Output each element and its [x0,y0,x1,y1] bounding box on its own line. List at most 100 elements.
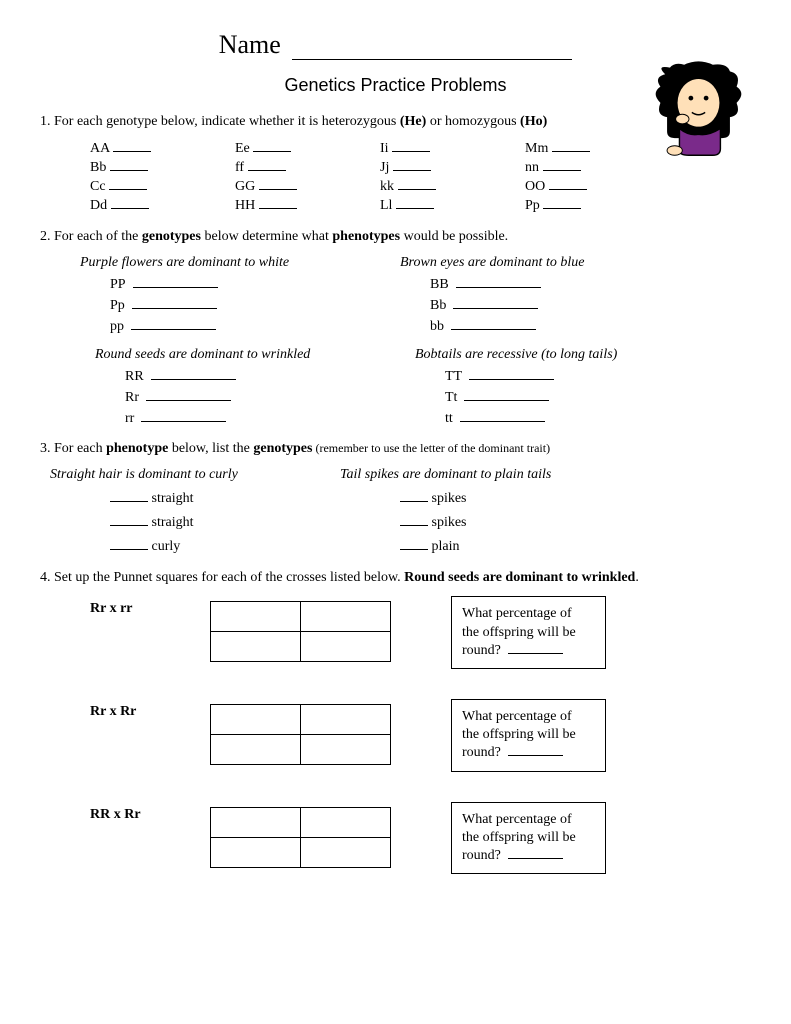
genotype-item: Jj [380,159,525,176]
genotype-item: OO [525,178,670,195]
q2-item: BB [430,274,720,295]
answer-blank[interactable] [113,140,151,152]
answer-blank[interactable] [508,642,563,654]
q2-heading: Bobtails are recessive (to long tails) [415,347,735,363]
genotype-item: nn [525,159,670,176]
question-4: 4. Set up the Punnet squares for each of… [40,570,751,874]
q2-column: Purple flowers are dominant to white PP P… [80,255,400,337]
q1-prompt: 1. For each genotype below, indicate whe… [40,114,751,130]
answer-blank[interactable] [453,297,538,309]
genotype-item: Ll [380,197,525,214]
q2-column: Brown eyes are dominant to blue BB Bb bb [400,255,720,337]
answer-blank[interactable] [508,847,563,859]
genotype-item: Cc [90,178,235,195]
answer-blank[interactable] [111,197,149,209]
answer-blank[interactable] [259,178,297,190]
answer-blank[interactable] [400,538,428,550]
q4-crosses-container: Rr x rr What percentage of the offspring… [40,596,751,874]
answer-blank[interactable] [543,197,581,209]
q2-item: bb [430,316,720,337]
q3-heading: Tail spikes are dominant to plain tails [340,467,640,483]
answer-blank[interactable] [248,159,286,171]
answer-blank[interactable] [110,538,148,550]
answer-blank[interactable] [543,159,581,171]
answer-blank[interactable] [110,514,148,526]
genotype-item: kk [380,178,525,195]
q2-item: pp [110,316,400,337]
question-2: 2. For each of the genotypes below deter… [40,229,751,429]
q3-item: curly [110,535,340,559]
q2-item: tt [445,408,735,429]
answer-blank[interactable] [400,514,428,526]
q4-prompt: 4. Set up the Punnet squares for each of… [40,570,751,586]
answer-blank[interactable] [393,159,431,171]
answer-blank[interactable] [110,490,148,502]
answer-blank[interactable] [398,178,436,190]
answer-blank[interactable] [151,368,236,380]
punnett-square[interactable] [210,807,391,868]
answer-blank[interactable] [396,197,434,209]
answer-blank[interactable] [400,490,428,502]
cross-label: Rr x Rr [40,699,210,720]
answer-blank[interactable] [259,197,297,209]
q2-item: Tt [445,387,735,408]
genotype-item: Pp [525,197,670,214]
answer-blank[interactable] [460,410,545,422]
q2-heading: Brown eyes are dominant to blue [400,255,720,271]
q2-heading: Round seeds are dominant to wrinkled [95,347,415,363]
name-label: Name [219,30,281,59]
q2-prompt: 2. For each of the genotypes below deter… [40,229,751,245]
cross-label: RR x Rr [40,802,210,823]
answer-blank[interactable] [552,140,590,152]
q2-item: Pp [110,295,400,316]
punnett-square[interactable] [210,601,391,662]
q2-item: TT [445,366,735,387]
answer-blank[interactable] [133,276,218,288]
answer-blank[interactable] [469,368,554,380]
punnett-square[interactable] [210,704,391,765]
worksheet-title: Genetics Practice Problems [40,75,751,96]
name-blank[interactable] [292,40,572,60]
q3-column: Tail spikes are dominant to plain tails … [340,467,640,558]
answer-blank[interactable] [253,140,291,152]
answer-blank[interactable] [508,744,563,756]
genotype-item: AA [90,140,235,157]
answer-blank[interactable] [110,159,148,171]
genotype-item: Ee [235,140,380,157]
q2-heading: Purple flowers are dominant to white [80,255,400,271]
q3-heading: Straight hair is dominant to curly [50,467,340,483]
q2-column: Bobtails are recessive (to long tails) TT… [415,347,735,429]
answer-blank[interactable] [549,178,587,190]
q3-grid: Straight hair is dominant to curly strai… [50,467,751,558]
answer-blank[interactable] [132,297,217,309]
q2-row-2: Round seeds are dominant to wrinkled RR R… [95,347,751,429]
answer-blank[interactable] [131,318,216,330]
answer-blank[interactable] [109,178,147,190]
q3-item: spikes [400,511,640,535]
q2-item: rr [125,408,415,429]
cross-row: RR x Rr What percentage of the offspring… [40,802,751,875]
q2-item: Bb [430,295,720,316]
q3-item: straight [110,511,340,535]
genotype-item: Bb [90,159,235,176]
answer-blank[interactable] [141,410,226,422]
q3-item: spikes [400,487,640,511]
answer-blank[interactable] [451,318,536,330]
q2-row-1: Purple flowers are dominant to white PP P… [80,255,751,337]
q2-item: RR [125,366,415,387]
answer-blank[interactable] [146,389,231,401]
cross-row: Rr x rr What percentage of the offspring… [40,596,751,669]
question-1: 1. For each genotype below, indicate whe… [40,114,751,214]
answer-blank[interactable] [464,389,549,401]
q2-item: PP [110,274,400,295]
question-3: 3. For each phenotype below, list the ge… [40,441,751,558]
percentage-box: What percentage of the offspring will be… [451,596,606,669]
q3-item: plain [400,535,640,559]
q2-item: Rr [125,387,415,408]
worksheet-header: Name [40,30,751,60]
genotype-item: Dd [90,197,235,214]
percentage-box: What percentage of the offspring will be… [451,802,606,875]
answer-blank[interactable] [456,276,541,288]
q3-prompt: 3. For each phenotype below, list the ge… [40,441,751,457]
answer-blank[interactable] [392,140,430,152]
